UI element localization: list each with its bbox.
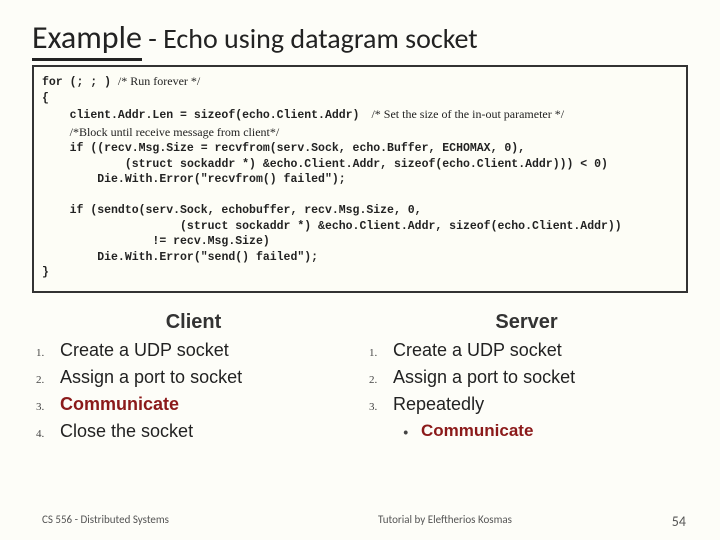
bullet-icon: • — [393, 426, 421, 439]
code-line — [42, 188, 678, 204]
code-line: } — [42, 265, 678, 281]
server-column: Server 1.Create a UDP socket 2.Assign a p… — [365, 311, 688, 448]
list-text: Communicate — [60, 394, 179, 415]
code-line: (struct sockaddr *) &echo.Client.Addr, s… — [42, 219, 678, 235]
client-column: Client 1.Create a UDP socket 2.Assign a p… — [32, 311, 355, 448]
list-text: Create a UDP socket — [60, 340, 229, 361]
code-line: Die.With.Error("recvfrom() failed"); — [42, 172, 678, 188]
list-number: 1. — [32, 347, 60, 359]
code-line: (struct sockaddr *) &echo.Client.Addr, s… — [42, 157, 678, 173]
code-box: for (; ; ) /* Run forever */{ client.Add… — [32, 65, 688, 293]
list-text: Assign a port to socket — [393, 367, 575, 388]
code-line: if ((recv.Msg.Size = recvfrom(serv.Sock,… — [42, 141, 678, 157]
client-list: 1.Create a UDP socket 2.Assign a port to … — [32, 340, 355, 442]
client-title: Client — [32, 311, 355, 334]
list-number: 3. — [32, 401, 60, 413]
list-number: 1. — [365, 347, 393, 359]
list-sub-item: •Communicate — [365, 421, 688, 441]
slide-title: Example - Echo using datagram socket — [32, 18, 688, 57]
footer-left: CS 556 - Distributed Systems — [0, 513, 240, 530]
list-number: 4. — [32, 428, 60, 440]
list-item: 1.Create a UDP socket — [32, 340, 355, 361]
columns: Client 1.Create a UDP socket2.Assign a p… — [32, 311, 688, 448]
code-line: != recv.Msg.Size) — [42, 234, 678, 250]
list-item: 3.Repeatedly — [365, 394, 688, 415]
list-number: 3. — [365, 401, 393, 413]
footer-center: Tutorial by Eleftherios Kosmas — [240, 513, 650, 530]
list-number: 2. — [32, 374, 60, 386]
title-sub: - Echo using datagram socket — [142, 21, 478, 56]
list-text: Close the socket — [60, 421, 193, 442]
list-text: Repeatedly — [393, 394, 484, 415]
list-text: Communicate — [421, 421, 533, 441]
server-title: Server — [365, 311, 688, 334]
list-item: 2.Assign a port to socket — [32, 367, 355, 388]
list-text: Assign a port to socket — [60, 367, 242, 388]
footer: CS 556 - Distributed Systems Tutorial by… — [0, 513, 720, 530]
code-line: { — [42, 91, 678, 107]
footer-page: 54 — [650, 513, 720, 530]
code-line: if (sendto(serv.Sock, echobuffer, recv.M… — [42, 203, 678, 219]
code-line: for (; ; ) /* Run forever */ — [42, 73, 678, 91]
list-item: 3.Communicate — [32, 394, 355, 415]
code-line: Die.With.Error("send() failed"); — [42, 250, 678, 266]
list-item: 1.Create a UDP socket — [365, 340, 688, 361]
code-line: client.Addr.Len = sizeof(echo.Client.Add… — [42, 106, 678, 124]
list-item: 2.Assign a port to socket — [365, 367, 688, 388]
server-list: 1.Create a UDP socket 2.Assign a port to … — [365, 340, 688, 441]
list-text: Create a UDP socket — [393, 340, 562, 361]
title-main: Example — [32, 18, 142, 61]
list-item: 4.Close the socket — [32, 421, 355, 442]
code-line: /*Block until receive message from clien… — [42, 124, 678, 142]
list-number: 2. — [365, 374, 393, 386]
